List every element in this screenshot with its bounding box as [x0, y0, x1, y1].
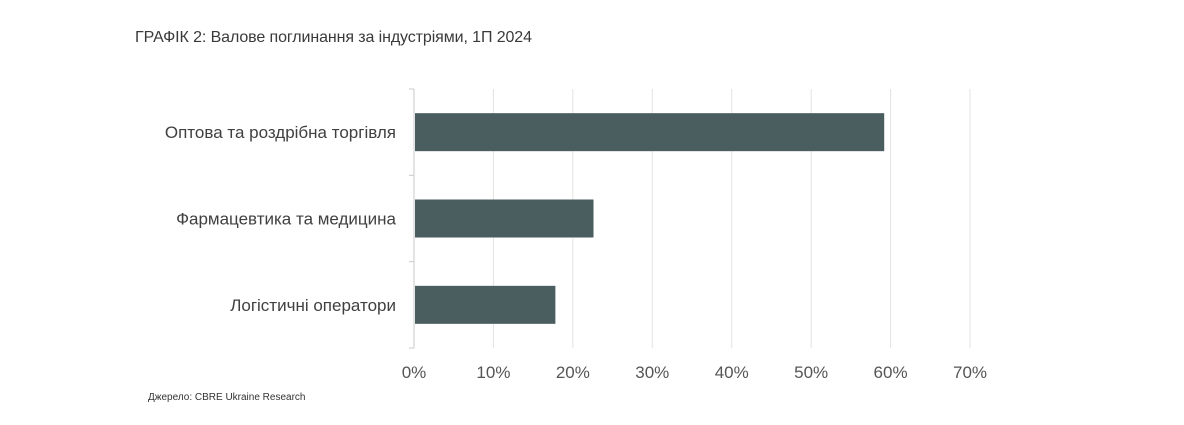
- x-tick-label-10: 10%: [476, 363, 510, 382]
- x-tick-label-0: 0%: [402, 363, 427, 382]
- bar-3: [415, 285, 556, 324]
- x-tick-label-50: 50%: [794, 363, 828, 382]
- source-note: Джерело: CBRE Ukraine Research: [148, 392, 306, 403]
- category-label-2: Фармацевтика та медицина: [176, 210, 396, 229]
- x-tick-label-60: 60%: [874, 363, 908, 382]
- chart-title: ГРАФІК 2: Валове поглинання за індустрія…: [135, 29, 532, 46]
- category-axis: [409, 88, 415, 349]
- x-tick-labels: 0% 10% 20% 30% 40% 50% 60% 70%: [402, 363, 987, 382]
- category-label-3: Логістичні оператори: [230, 296, 396, 315]
- bar-2: [415, 199, 594, 238]
- bar-1: [415, 113, 885, 152]
- x-tick-label-40: 40%: [715, 363, 749, 382]
- category-labels: Оптова та роздрібна торгівля Фармацевтика…: [165, 123, 397, 315]
- x-tick-label-70: 70%: [953, 363, 987, 382]
- category-label-1: Оптова та роздрібна торгівля: [165, 123, 396, 142]
- bars: [415, 113, 885, 324]
- x-tick-label-30: 30%: [635, 363, 669, 382]
- x-tick-label-20: 20%: [556, 363, 590, 382]
